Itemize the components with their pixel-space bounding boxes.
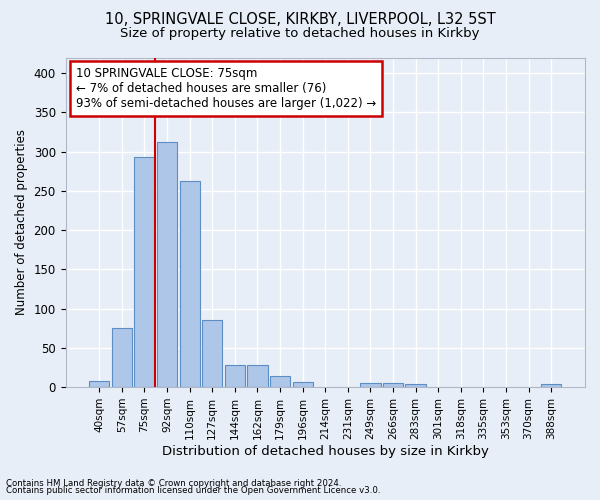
Bar <box>293 382 313 387</box>
Bar <box>270 376 290 387</box>
Text: Size of property relative to detached houses in Kirkby: Size of property relative to detached ho… <box>120 28 480 40</box>
X-axis label: Distribution of detached houses by size in Kirkby: Distribution of detached houses by size … <box>162 444 489 458</box>
Bar <box>112 328 132 387</box>
Bar <box>247 365 268 387</box>
Bar <box>89 381 109 387</box>
Bar <box>406 384 426 387</box>
Bar <box>360 383 380 387</box>
Text: Contains public sector information licensed under the Open Government Licence v3: Contains public sector information licen… <box>6 486 380 495</box>
Bar <box>225 365 245 387</box>
Bar <box>202 320 223 387</box>
Bar <box>179 182 200 387</box>
Text: 10 SPRINGVALE CLOSE: 75sqm
← 7% of detached houses are smaller (76)
93% of semi-: 10 SPRINGVALE CLOSE: 75sqm ← 7% of detac… <box>76 68 376 110</box>
Text: 10, SPRINGVALE CLOSE, KIRKBY, LIVERPOOL, L32 5ST: 10, SPRINGVALE CLOSE, KIRKBY, LIVERPOOL,… <box>104 12 496 28</box>
Bar <box>134 157 155 387</box>
Bar <box>541 384 562 387</box>
Text: Contains HM Land Registry data © Crown copyright and database right 2024.: Contains HM Land Registry data © Crown c… <box>6 478 341 488</box>
Bar <box>383 383 403 387</box>
Y-axis label: Number of detached properties: Number of detached properties <box>15 130 28 316</box>
Bar <box>157 142 177 387</box>
